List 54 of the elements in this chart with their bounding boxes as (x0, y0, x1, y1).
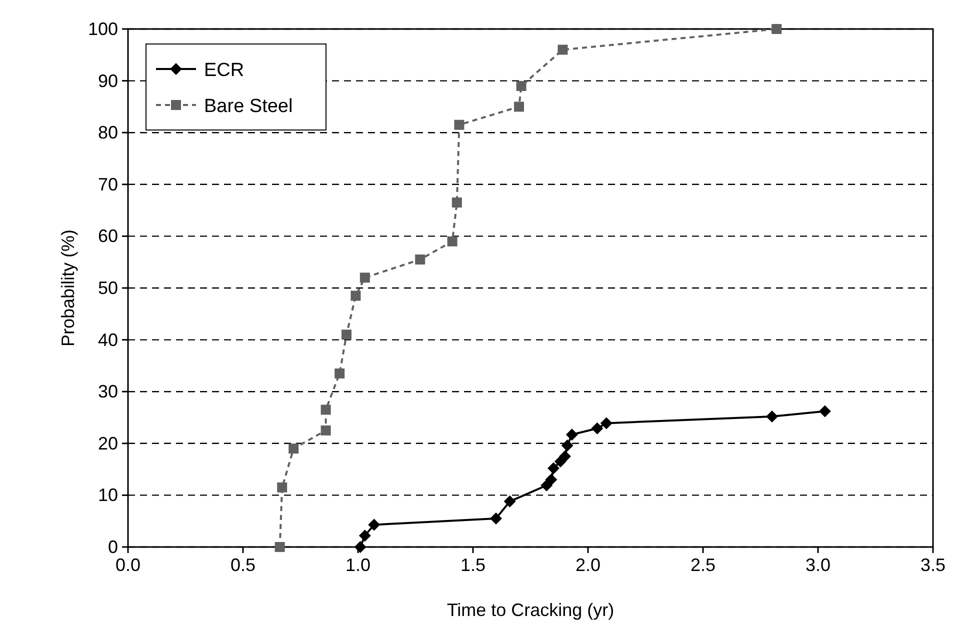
y-tick-label: 100 (88, 19, 118, 39)
point (545, 474, 558, 486)
point (548, 462, 560, 474)
y-tick-label: 60 (98, 226, 118, 246)
y-tick-label: 20 (98, 433, 118, 454)
point (514, 102, 524, 112)
point (559, 450, 571, 462)
x-tick-label: 2.5 (690, 555, 716, 575)
x-tick-label: 2.0 (575, 555, 601, 575)
point (274, 542, 285, 552)
point (320, 425, 331, 436)
point (415, 254, 426, 265)
point (288, 444, 299, 454)
x-tick-label: 0.0 (115, 555, 141, 575)
y-tick-label: 80 (98, 122, 118, 143)
y-axis-title: Probability (%) (58, 229, 78, 347)
point (566, 428, 578, 441)
point (454, 120, 464, 130)
point (368, 518, 380, 531)
point (766, 410, 778, 422)
point (350, 290, 361, 301)
legend-label: Bare Steel (204, 96, 293, 117)
x-tick-label: 3.0 (805, 555, 831, 575)
point (818, 405, 831, 418)
y-tick-label: 50 (98, 278, 118, 298)
y-tick-label: 70 (98, 174, 118, 194)
x-tick-label: 1.0 (345, 555, 371, 575)
y-tick-label: 40 (98, 330, 118, 350)
y-tick-label: 30 (98, 382, 118, 402)
point (354, 541, 366, 553)
y-tick-label: 90 (98, 70, 118, 91)
x-tick-label: 0.5 (230, 555, 256, 575)
legend-label: ECR (204, 60, 244, 81)
point (447, 236, 458, 246)
x-tick-label: 3.5 (920, 555, 946, 575)
point (320, 404, 331, 415)
x-tick-label: 1.5 (460, 555, 486, 575)
point (490, 512, 502, 525)
point (504, 495, 516, 508)
point (516, 80, 526, 91)
y-tick-label: 10 (98, 485, 118, 506)
point (334, 368, 345, 378)
point (342, 330, 352, 340)
point (360, 272, 370, 283)
point (277, 482, 288, 492)
point (561, 439, 574, 452)
point (452, 198, 462, 208)
point (591, 422, 604, 434)
x-axis-title: Time to Cracking (yr) (446, 600, 614, 620)
point (558, 44, 568, 55)
y-tick-label: 0 (108, 537, 118, 557)
point (358, 530, 371, 542)
point (600, 417, 612, 430)
point (772, 24, 782, 34)
